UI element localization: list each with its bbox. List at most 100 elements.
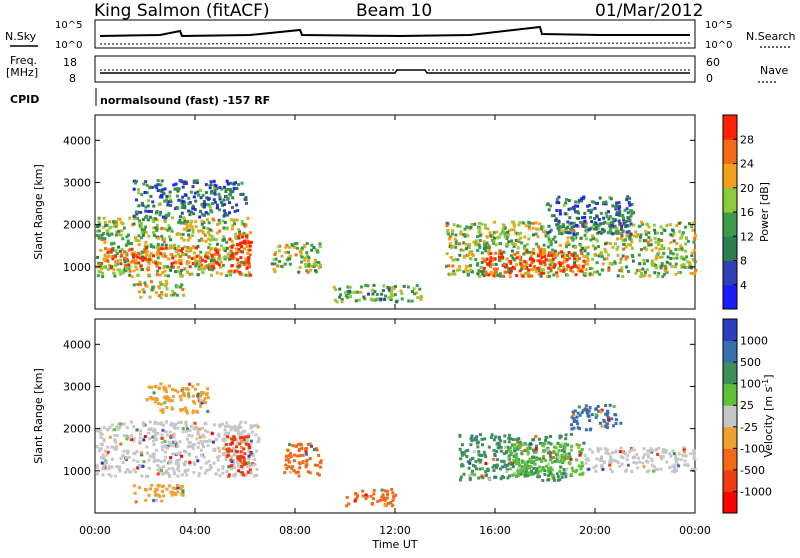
data-cell [591,244,595,248]
data-cell [189,222,193,226]
data-cell [160,436,164,440]
data-cell [542,260,546,264]
data-cell [557,267,561,271]
data-cell [139,282,142,286]
data-cell [227,424,230,428]
data-cell [170,262,174,265]
data-cell [204,191,208,195]
data-cell [499,445,503,449]
data-cell [169,200,173,204]
data-cell [223,202,227,206]
data-cell [486,227,490,231]
data-cell [120,253,124,257]
data-cell [161,448,164,452]
data-cell [521,471,525,475]
data-cell [185,262,189,266]
data-cell [537,475,541,479]
data-cell [229,428,233,432]
data-cell [117,232,121,236]
data-cell [288,470,292,474]
data-cell [161,188,165,192]
data-cell [154,291,158,295]
data-cell [197,427,201,431]
data-cell [555,209,559,212]
data-cell [101,275,105,279]
data-cell [207,246,211,250]
data-cell [173,187,177,191]
data-cell [137,239,141,243]
data-cell [552,273,556,277]
data-cell [146,451,149,455]
data-cell [482,274,486,278]
data-cell [491,233,495,237]
data-cell [586,262,590,266]
data-cell [362,295,366,299]
data-cell [108,426,112,430]
data-cell [561,254,564,258]
data-cell [507,456,511,460]
data-cell [660,239,664,242]
data-cell [181,288,185,292]
data-cell [534,450,538,454]
data-cell [492,231,496,235]
data-cell [160,499,164,503]
data-cell [577,225,581,229]
data-cell [164,455,168,459]
data-cell [562,252,566,255]
data-cell [386,286,390,289]
data-cell [208,205,212,209]
data-cell [115,447,119,451]
data-cell [660,231,664,235]
data-cell [306,443,310,446]
data-cell [141,233,145,237]
data-cell [691,221,695,225]
data-cell [132,439,136,443]
data-cell [497,444,501,448]
data-cell [229,464,233,468]
data-cell [145,284,149,288]
data-cell [102,225,106,229]
colorbar-swatch [723,405,737,428]
data-cell [157,493,161,497]
data-cell [240,464,244,468]
data-cell [526,450,530,454]
data-cell [493,257,497,261]
data-cell [115,465,119,468]
data-cell [243,435,247,439]
data-cell [297,449,301,453]
colorbar-tick-label: 500 [740,356,761,369]
data-cell [532,467,536,470]
data-cell [686,260,690,264]
data-cell [237,456,241,460]
data-cell [213,200,217,204]
data-cell [181,427,185,430]
data-cell [587,409,591,413]
data-cell [242,473,246,477]
data-cell [630,253,634,257]
data-cell [131,259,135,263]
data-cell [507,448,511,452]
data-cell [516,469,520,473]
data-cell [478,245,482,249]
data-cell [244,198,248,202]
data-cell [107,233,111,237]
nsearch-tick-top: 10^5 [705,20,732,31]
colorbar-swatch [723,491,737,514]
data-cell [546,271,550,275]
data-cell [541,247,545,251]
data-cell [462,233,466,236]
data-cell [165,406,169,409]
data-cell [186,220,190,224]
data-cell [200,392,204,396]
data-cell [241,430,245,434]
data-cell [589,238,593,242]
data-cell [656,274,660,278]
data-cell [450,232,454,236]
data-cell [197,229,200,233]
data-cell [161,445,165,448]
data-cell [147,458,151,462]
data-cell [344,291,348,294]
data-cell [129,260,133,264]
data-cell [190,272,194,276]
data-cell [235,269,238,273]
